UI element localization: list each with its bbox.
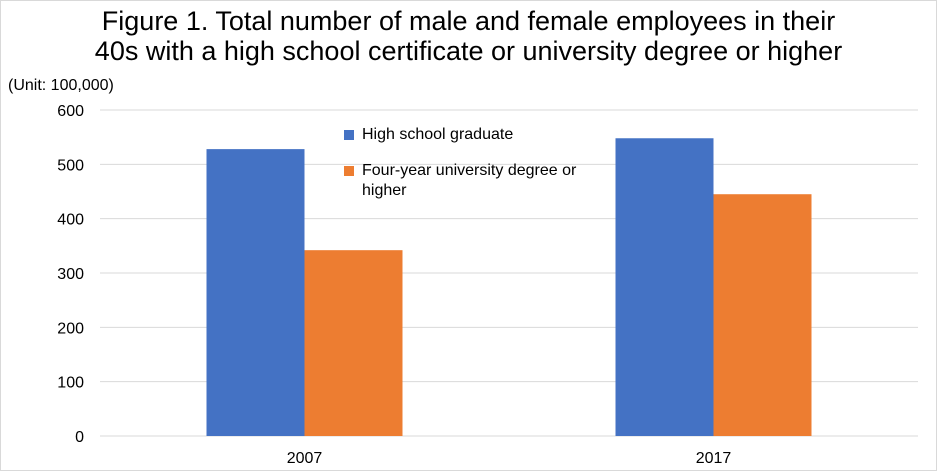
legend-item-high-school: High school graduate: [344, 125, 607, 145]
unit-label: (Unit: 100,000): [8, 77, 114, 94]
bar-university-2017: [713, 194, 812, 436]
legend: High school graduate Four-year universit…: [344, 125, 607, 217]
y-tick-label: 0: [75, 429, 84, 446]
y-tick-label: 600: [57, 103, 84, 120]
y-tick-label: 400: [57, 212, 84, 229]
x-tick-label: 2007: [287, 450, 323, 467]
legend-item-university: Four-year university degree or higher: [344, 161, 607, 201]
chart-title: Figure 1. Total number of male and femal…: [0, 6, 937, 66]
x-tick-label: 2017: [696, 450, 732, 467]
legend-swatch-high-school: [344, 130, 354, 140]
legend-label-high-school: High school graduate: [362, 126, 514, 143]
legend-swatch-university: [344, 166, 354, 176]
chart-title-line-1: Figure 1. Total number of male and femal…: [101, 6, 836, 36]
legend-label-university: Four-year university degree or higher: [362, 162, 577, 199]
bar-university-2007: [304, 250, 403, 436]
y-tick-label: 100: [57, 375, 84, 392]
bar-high-school-2017: [615, 138, 714, 436]
bar-high-school-2007: [206, 149, 305, 436]
y-tick-label: 500: [57, 157, 84, 174]
y-tick-label: 200: [57, 320, 84, 337]
y-tick-label: 300: [57, 266, 84, 283]
chart-title-line-2: 40s with a high school certificate or un…: [94, 36, 843, 66]
